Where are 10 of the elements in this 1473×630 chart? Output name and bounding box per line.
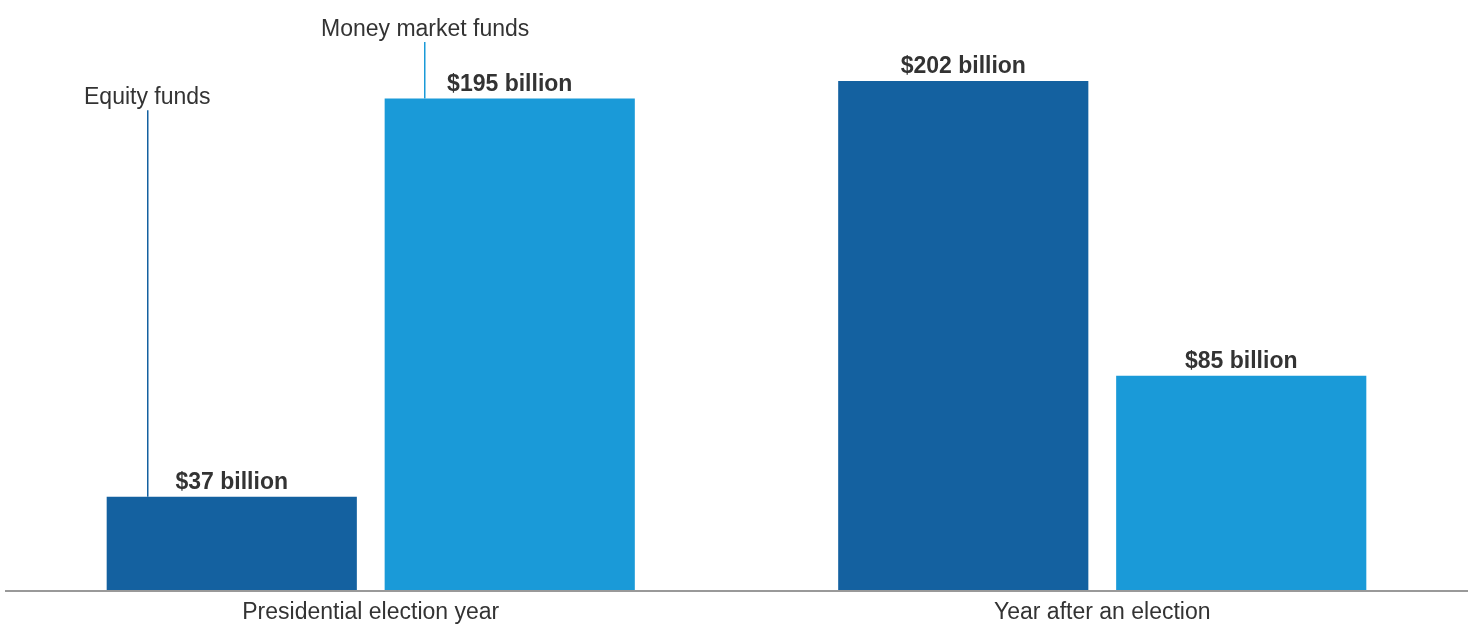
text: Money market funds xyxy=(321,15,530,41)
x-tick-label: Presidential election year xyxy=(242,598,500,625)
text: Equity funds xyxy=(84,83,211,109)
data-label: $195 billion xyxy=(447,69,573,96)
bar xyxy=(1116,375,1367,590)
x-tick-label: Year after an election xyxy=(993,598,1211,625)
data-label: $202 billion xyxy=(900,51,1026,78)
data-label: $37 billion xyxy=(175,467,289,494)
data-label: $85 billion xyxy=(1184,346,1298,373)
bar xyxy=(838,80,1089,590)
